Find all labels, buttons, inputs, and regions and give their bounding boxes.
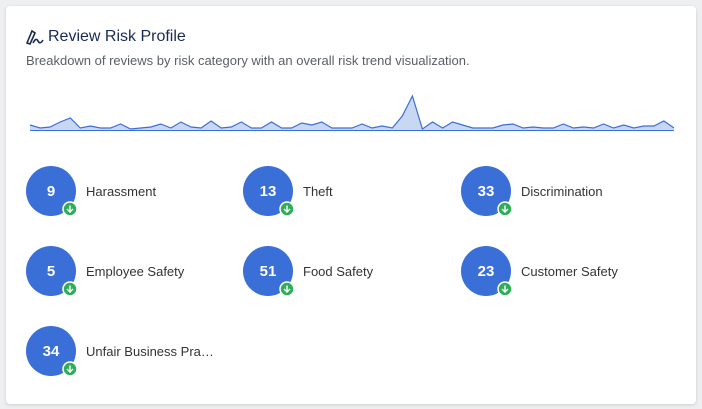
down-arrow [283,285,291,293]
count-badge [461,166,511,216]
trend-area [30,96,674,130]
risk-item: 33 Discrimination [461,166,603,217]
risk-label: Employee Safety [86,264,185,279]
title-icon [25,29,44,45]
subtitle: Breakdown of reviews by risk category wi… [26,53,470,68]
risk-count: 5 [47,263,55,280]
down-arrow [66,205,74,213]
count-badge [26,166,76,216]
count-badge [461,246,511,296]
count-badge [26,246,76,296]
risk-count: 34 [43,343,60,360]
down-arrow [66,365,74,373]
risk-label: Customer Safety [521,264,618,279]
risk-item: 5 Employee Safety [26,246,185,297]
risk-label: Harassment [86,184,156,199]
risk-count: 51 [260,263,277,280]
risk-label: Theft [303,184,333,199]
count-badge [243,166,293,216]
title: Review Risk Profile [48,28,186,45]
risk-item: 34 Unfair Business Pra… [26,326,214,377]
down-arrow [501,285,509,293]
down-arrow [501,205,509,213]
trend-line [29,94,675,130]
down-arrow [283,205,291,213]
risk-item: 13 Theft [243,166,333,217]
risk-count: 33 [478,183,495,200]
risk-label: Food Safety [303,264,374,279]
card [6,6,696,404]
risk-label: Unfair Business Pra… [86,344,214,359]
risk-count: 13 [260,183,277,200]
risk-count: 9 [47,183,55,200]
risk-label: Discrimination [521,184,603,199]
risk-item: 23 Customer Safety [461,246,618,297]
risk-item: 51 Food Safety [243,246,374,297]
count-badge [243,246,293,296]
risk-item: 9 Harassment [26,166,156,217]
count-badge [26,326,76,376]
risk-count: 23 [478,263,495,280]
down-arrow [66,285,74,293]
